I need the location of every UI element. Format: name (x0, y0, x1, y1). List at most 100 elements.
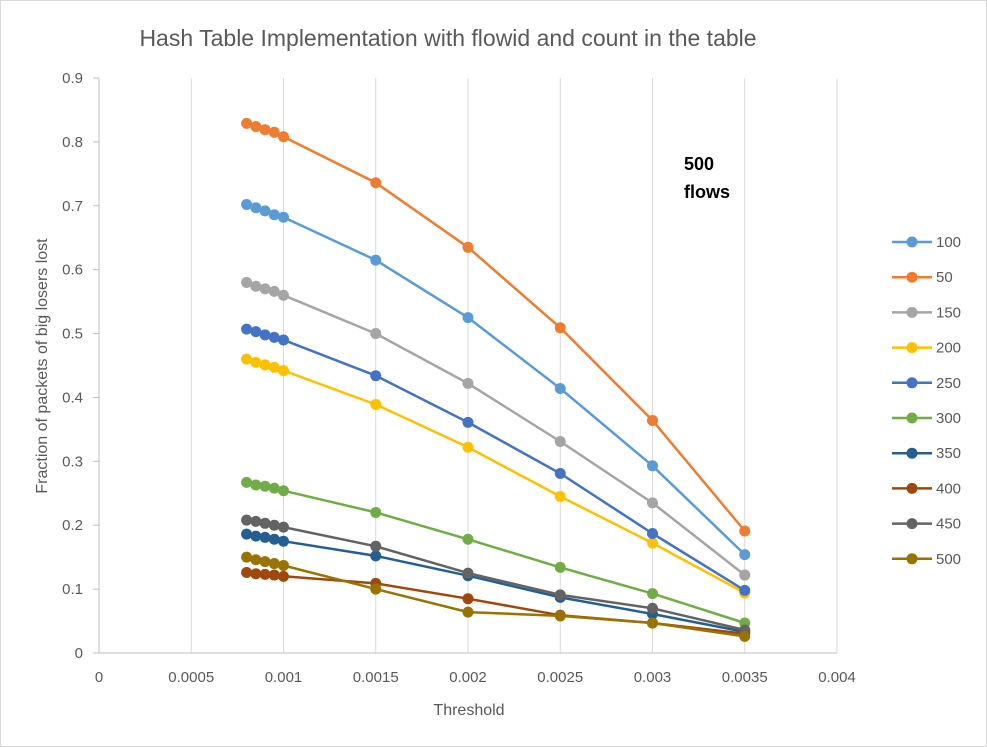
legend-swatch-marker (906, 236, 918, 248)
data-point (278, 211, 289, 223)
y-tick-label: 0.9 (62, 70, 83, 87)
data-point (259, 124, 271, 136)
data-point (554, 490, 566, 502)
data-point (370, 506, 382, 518)
series-50 (241, 117, 751, 537)
data-point (278, 334, 289, 346)
legend-item-400: 400 (892, 480, 961, 497)
data-point (268, 126, 280, 138)
data-point (250, 121, 262, 133)
legend-swatch-marker (906, 518, 918, 530)
data-point (268, 285, 280, 297)
data-point (241, 353, 253, 365)
data-point (370, 328, 382, 340)
data-point (250, 530, 262, 542)
data-point (739, 549, 751, 561)
data-point (370, 550, 382, 562)
legend-swatch-marker (906, 342, 918, 354)
x-tick-label: 0.003 (634, 669, 672, 686)
data-point (250, 515, 262, 527)
series-line-500 (246, 555, 745, 638)
legend-item-350: 350 (892, 445, 961, 462)
series-150 (241, 276, 751, 581)
data-point (554, 322, 566, 334)
x-tick-label: 0.0005 (168, 669, 214, 686)
data-point (259, 329, 271, 341)
legend-swatch-marker (906, 447, 918, 459)
legend-label: 200 (936, 340, 961, 357)
data-point (250, 479, 262, 491)
data-point (268, 331, 280, 343)
data-point (259, 556, 271, 568)
data-point (462, 593, 474, 605)
legend-label: 250 (936, 375, 961, 392)
series-line-100 (246, 203, 746, 556)
series-layer (241, 117, 751, 642)
data-point (278, 559, 289, 571)
annotation-line-2: flows (684, 182, 730, 202)
data-point (278, 289, 289, 301)
data-point (278, 535, 289, 547)
series-500 (241, 551, 751, 642)
y-tick-label: 0.4 (62, 389, 83, 406)
data-point (370, 254, 382, 266)
legend-item-450: 450 (892, 516, 961, 533)
data-point (462, 312, 474, 324)
legend-swatch-marker (906, 306, 918, 318)
legend-item-100: 100 (892, 234, 961, 251)
series-300 (241, 476, 751, 629)
data-point (278, 485, 289, 497)
x-tick-label: 0.0025 (537, 669, 583, 686)
data-point (259, 531, 271, 543)
data-point (241, 551, 253, 563)
data-point (462, 441, 474, 453)
data-point (278, 131, 289, 143)
data-point (647, 460, 658, 472)
data-point (268, 209, 280, 221)
x-axis-ticks: 0 0.0005 0.001 0.0015 0.002 0.0025 0.003 0.0035… (95, 669, 856, 686)
data-point (647, 537, 658, 549)
x-tick-label: 0.002 (449, 669, 487, 686)
data-point (268, 519, 280, 531)
data-point (241, 276, 253, 288)
data-point (370, 177, 382, 189)
data-point (647, 588, 658, 600)
x-tick-label: 0 (95, 669, 103, 686)
series-450 (241, 514, 751, 636)
data-point (647, 497, 658, 509)
series-200 (241, 353, 751, 599)
data-point (462, 241, 474, 253)
data-point (278, 521, 289, 533)
data-point (241, 528, 253, 540)
data-point (250, 568, 262, 580)
series-250 (241, 323, 751, 596)
legend-item-150: 150 (892, 304, 961, 321)
y-tick-label: 0.6 (62, 262, 83, 279)
data-point (241, 476, 253, 488)
data-point (739, 630, 751, 642)
data-point (259, 283, 271, 295)
legend-item-250: 250 (892, 375, 961, 392)
data-point (278, 570, 289, 582)
data-point (647, 602, 658, 614)
data-point (554, 589, 566, 601)
data-point (462, 416, 474, 428)
data-point (250, 202, 262, 214)
y-axis-ticks: 0 0.1 0.2 0.3 0.4 0.5 0.6 0.7 0.8 0.9 (62, 70, 83, 662)
y-tick-label: 0.2 (62, 517, 83, 534)
data-point (462, 567, 474, 579)
y-tick-label: 0.3 (62, 453, 83, 470)
x-axis-title: Threshold (433, 702, 504, 719)
data-point (647, 414, 658, 426)
legend-item-50: 50 (892, 269, 953, 286)
data-point (739, 525, 751, 537)
legend-item-200: 200 (892, 340, 961, 357)
data-point (259, 517, 271, 529)
axes (93, 77, 837, 654)
legend-label: 150 (936, 304, 961, 321)
legend-label: 100 (936, 234, 961, 251)
data-point (647, 528, 658, 540)
data-point (250, 356, 262, 368)
legend-label: 350 (936, 445, 961, 462)
